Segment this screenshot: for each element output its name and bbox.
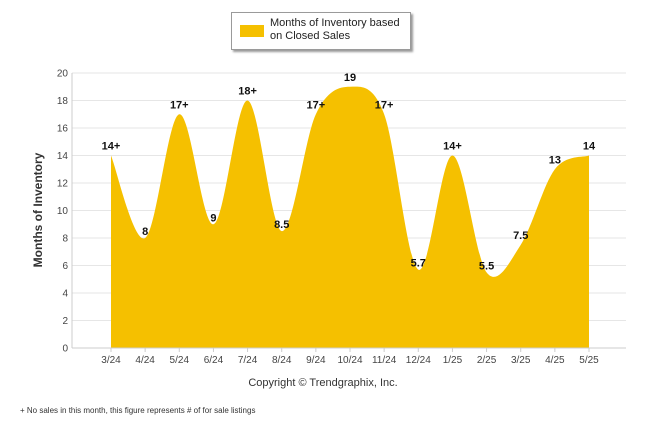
data-label: 8.5 — [274, 219, 289, 231]
y-tick-label: 16 — [57, 124, 69, 135]
x-tick-label: 5/25 — [579, 355, 599, 366]
x-tick-label: 1/25 — [443, 355, 463, 366]
data-label: 17+ — [170, 99, 189, 111]
data-label: 18+ — [238, 86, 257, 98]
y-tick-label: 0 — [62, 344, 68, 355]
y-tick-label: 6 — [62, 261, 68, 272]
data-label: 14+ — [443, 141, 462, 153]
data-label: 17+ — [307, 99, 326, 111]
x-tick-label: 5/24 — [170, 355, 190, 366]
area-series — [111, 86, 589, 348]
y-tick-label: 2 — [62, 316, 68, 327]
footnote-text: + No sales in this month, this figure re… — [20, 406, 256, 415]
data-label: 5.7 — [411, 258, 426, 270]
data-label: 9 — [210, 212, 216, 224]
x-tick-label: 6/24 — [204, 355, 224, 366]
x-tick-label: 10/24 — [337, 355, 362, 366]
x-tick-label: 2/25 — [477, 355, 497, 366]
x-tick-label: 7/24 — [238, 355, 258, 366]
y-tick-label: 10 — [57, 206, 69, 217]
y-tick-label: 8 — [62, 234, 68, 245]
data-label: 8 — [142, 226, 148, 238]
copyright-text: Copyright © Trendgraphix, Inc. — [248, 377, 398, 389]
x-tick-label: 9/24 — [306, 355, 326, 366]
x-tick-label: 4/25 — [545, 355, 565, 366]
y-tick-label: 20 — [57, 69, 69, 80]
y-axis-title: Months of Inventory — [31, 152, 45, 268]
y-tick-label: 18 — [57, 96, 69, 107]
y-tick-label: 14 — [57, 151, 69, 162]
x-tick-label: 8/24 — [272, 355, 292, 366]
x-tick-label: 12/24 — [406, 355, 431, 366]
y-tick-label: 4 — [62, 289, 68, 300]
x-tick-label: 11/24 — [372, 355, 397, 366]
x-tick-label: 3/25 — [511, 355, 531, 366]
data-label: 5.5 — [479, 260, 494, 272]
data-label: 13 — [549, 154, 561, 166]
data-labels: 14+ 8 17+ 9 18+ 8.5 17+ 19 17+ 5.7 14+ 5.5 7.5 13 14 — [102, 72, 596, 273]
x-axis: 3/24 4/24 5/24 6/24 7/24 8/24 9/24 10/24 11/24 12… — [72, 347, 626, 366]
y-tick-label: 12 — [57, 179, 69, 190]
data-label: 19 — [344, 72, 356, 84]
y-axis: 0 2 4 6 8 10 12 14 16 18 20 — [57, 69, 73, 355]
data-label: 14 — [583, 141, 596, 153]
area-fill — [111, 86, 589, 348]
x-tick-label: 3/24 — [101, 355, 121, 366]
legend: Months of Inventory based on Closed Sale… — [231, 12, 411, 50]
data-label: 14+ — [102, 141, 121, 153]
legend-swatch — [240, 25, 264, 37]
data-label: 17+ — [375, 99, 394, 111]
legend-label: Months of Inventory based on Closed Sale… — [270, 17, 400, 42]
data-label: 7.5 — [513, 230, 528, 242]
x-tick-label: 4/24 — [135, 355, 155, 366]
